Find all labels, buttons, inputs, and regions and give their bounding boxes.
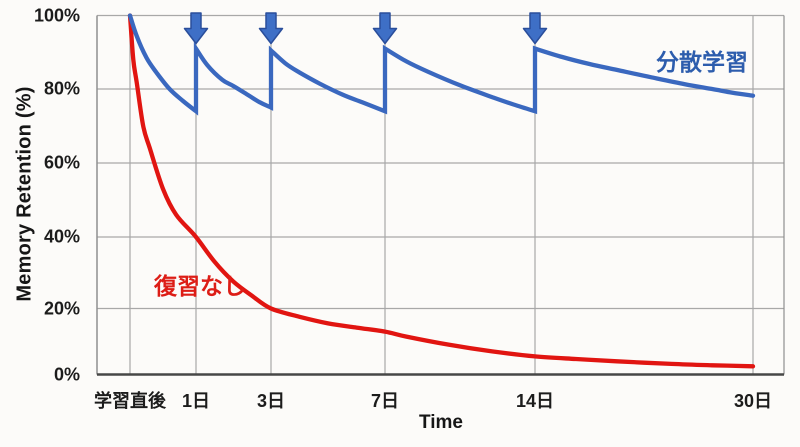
- review-arrow-icon: [522, 12, 548, 45]
- series-label-no-review: 復習なし: [154, 273, 246, 299]
- series-label-spaced-learning: 分散学習: [656, 49, 748, 75]
- review-arrow-icon: [258, 12, 284, 45]
- y-axis-title: Memory Retention (%): [13, 86, 36, 302]
- x-tick-label: 1日: [181, 391, 211, 411]
- y-tick-label: 100%: [33, 5, 80, 25]
- y-tick-label: 20%: [43, 298, 80, 318]
- x-tick-label: 14日: [515, 391, 555, 411]
- x-axis-title: Time: [418, 412, 464, 433]
- review-arrow-icon: [183, 12, 209, 45]
- y-tick-label: 0%: [53, 364, 80, 384]
- x-tick-label: 7日: [370, 391, 400, 411]
- y-tick-label: 60%: [43, 152, 80, 173]
- spaced-learning-curve: [127, 13, 756, 116]
- x-tick-label: 30日: [733, 391, 773, 411]
- y-tick-label: 80%: [43, 78, 80, 99]
- y-tick-label: 40%: [43, 226, 80, 247]
- x-tick-label: 3日: [256, 391, 286, 411]
- review-arrow-icon: [372, 12, 398, 45]
- no-review-curve: [127, 13, 756, 369]
- x-tick-label: 学習直後: [94, 391, 166, 411]
